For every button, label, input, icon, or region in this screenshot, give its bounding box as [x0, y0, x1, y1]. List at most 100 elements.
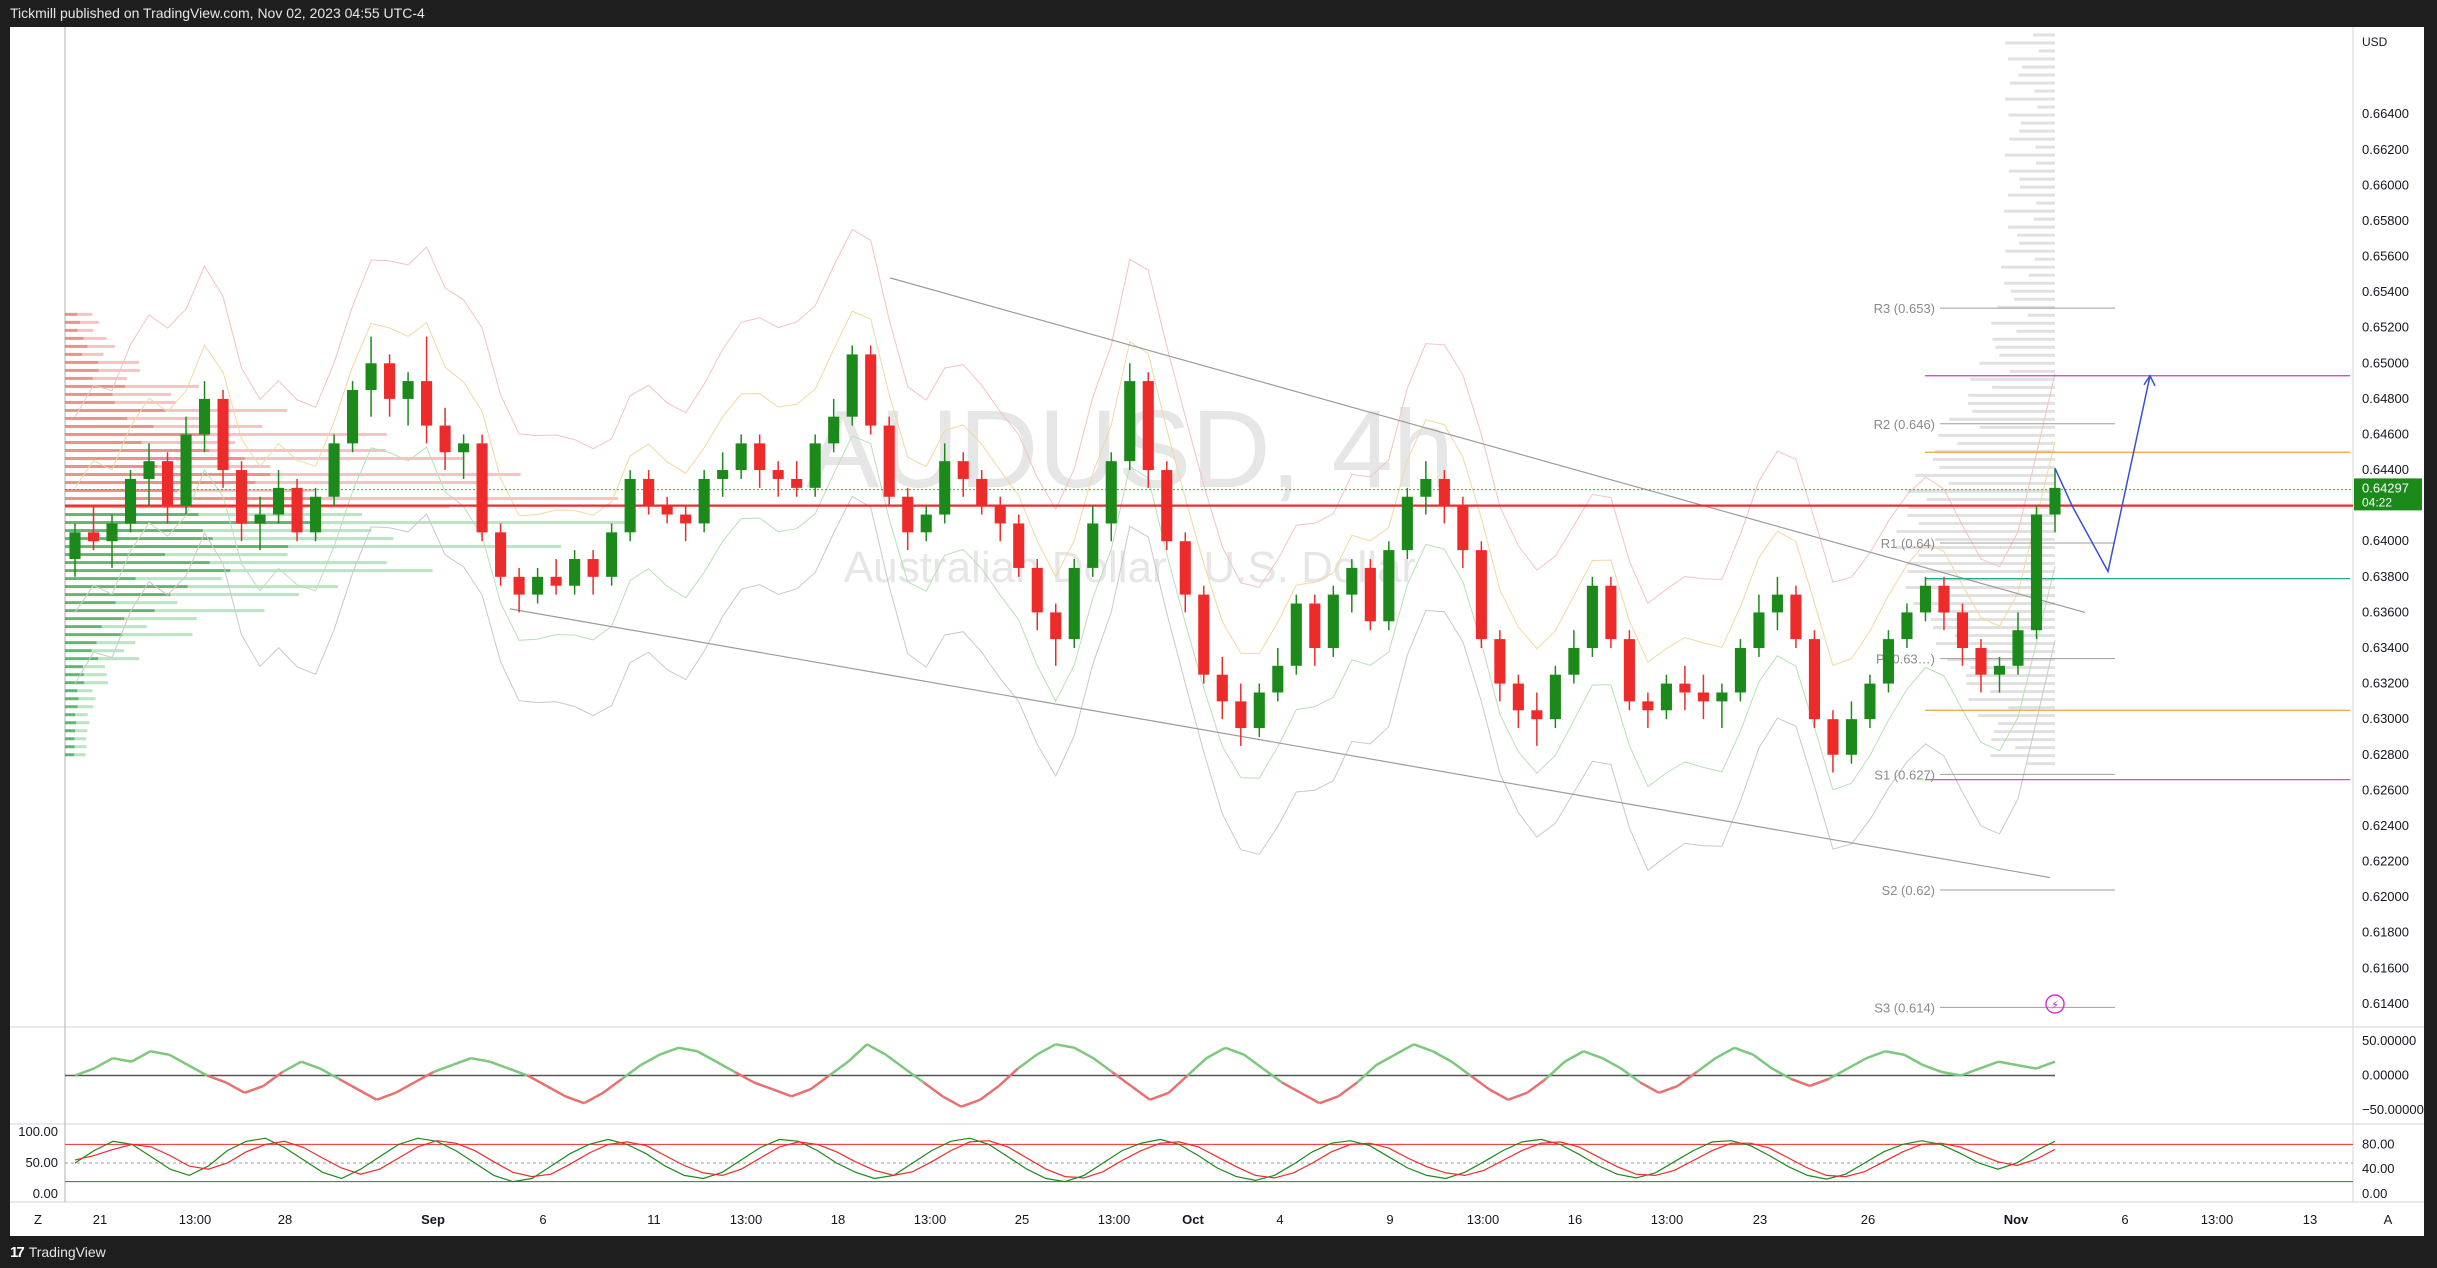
- profile-bar: [1979, 425, 2055, 429]
- profile-bar: [2037, 105, 2055, 109]
- candle-body: [1309, 603, 1321, 648]
- volume-profile-bar: [87, 344, 115, 348]
- osc1-segment: [1432, 1050, 1453, 1063]
- volume-profile-bar: [65, 456, 245, 460]
- profile-bar: [1972, 409, 2055, 413]
- osc1-segment: [1319, 1095, 1339, 1105]
- profile-bar: [1994, 730, 2055, 734]
- profile-bar: [1948, 481, 2055, 485]
- osc1-segment: [640, 1053, 661, 1067]
- candle-body: [1845, 719, 1857, 755]
- volume-profile-bar: [65, 320, 81, 324]
- osc1-segment: [715, 1060, 736, 1074]
- candle-body: [1438, 478, 1450, 506]
- osc2-right-tick: 0.00: [2362, 1186, 2387, 1201]
- osc1-segment: [564, 1095, 585, 1105]
- volume-profile-bar: [65, 633, 123, 637]
- candle-body: [791, 478, 803, 488]
- osc1-segment: [1186, 1057, 1208, 1077]
- candle-body: [2049, 487, 2061, 515]
- candle-body: [939, 461, 951, 515]
- profile-bar: [1966, 682, 2055, 686]
- osc1-segment: [621, 1064, 642, 1080]
- price-tick: 0.65600: [2362, 249, 2409, 264]
- osc1-segment: [413, 1070, 434, 1084]
- osc1-segment: [1450, 1060, 1472, 1077]
- profile-bar: [1937, 610, 2055, 614]
- osc1-segment: [659, 1046, 679, 1056]
- volume-profile-bar: [65, 448, 210, 452]
- candle-body: [198, 398, 211, 435]
- volume-profile-bar: [244, 456, 465, 460]
- candle-body: [476, 443, 488, 533]
- candle-body: [735, 443, 747, 471]
- osc1-segment: [1262, 1067, 1283, 1084]
- volume-profile-bar: [65, 432, 210, 436]
- candle-body: [624, 478, 636, 533]
- volume-profile-bar: [65, 465, 158, 469]
- profile-bar: [2019, 185, 2055, 189]
- last-price-badge: [2354, 478, 2422, 511]
- profile-bar: [2009, 369, 2055, 373]
- profile-bar: [1968, 401, 2055, 405]
- profile-bar: [1905, 585, 2055, 589]
- candle-body: [291, 487, 303, 533]
- osc1-segment: [979, 1084, 1000, 1101]
- pivot-label: S1 (0.627): [1874, 767, 1935, 782]
- volume-profile-bar: [83, 336, 107, 340]
- osc1-segment: [1017, 1053, 1038, 1070]
- osc1-segment: [1677, 1071, 1698, 1087]
- time-tick: 13:00: [914, 1212, 947, 1227]
- candle-body: [1697, 692, 1709, 702]
- candle-body: [87, 532, 100, 542]
- volume-profile-right: [1896, 33, 2055, 766]
- osc1-segment: [1941, 1070, 1961, 1077]
- osc2-left-tick: 100.00: [18, 1124, 58, 1139]
- osc1-segment: [1695, 1057, 1717, 1074]
- price-tick: 0.65000: [2362, 355, 2409, 370]
- osc1-segment: [508, 1067, 529, 1077]
- profile-bar: [2020, 121, 2055, 125]
- profile-bar: [1957, 441, 2055, 445]
- candle-body: [1346, 567, 1358, 595]
- profile-bar: [1970, 666, 2055, 670]
- osc2-right-tick: 40.00: [2362, 1161, 2395, 1176]
- osc1-segment: [338, 1077, 359, 1091]
- volume-profile-bar: [65, 737, 75, 741]
- volume-profile-bar: [77, 689, 93, 693]
- tradingview-logo[interactable]: 17 TradingView: [10, 1244, 106, 1261]
- volume-profile-bar: [65, 561, 210, 565]
- time-tick: 13:00: [730, 1212, 763, 1227]
- profile-bar: [2008, 193, 2055, 197]
- publish-header: Tickmill published on TradingView.com, N…: [0, 0, 2437, 27]
- candle-body: [809, 443, 821, 488]
- watermark-name: Australian Dollar / U.S. Dollar: [844, 543, 1416, 592]
- osc1-segment: [470, 1056, 491, 1063]
- osc1-segment: [394, 1081, 416, 1094]
- candle-body: [1642, 701, 1654, 711]
- time-tick: 25: [1015, 1212, 1029, 1227]
- candle-body: [1216, 674, 1228, 702]
- profile-bar: [1934, 537, 2055, 541]
- osc1-segment: [1639, 1081, 1660, 1094]
- osc1-segment: [1167, 1074, 1189, 1094]
- time-tick: 4: [1276, 1212, 1283, 1227]
- candle-body: [1253, 692, 1265, 729]
- osc1-segment: [112, 1056, 132, 1063]
- osc1-segment: [602, 1077, 623, 1094]
- candle-body: [1623, 639, 1635, 702]
- profile-bar: [2008, 225, 2055, 229]
- osc1-segment: [150, 1050, 170, 1056]
- candle-body: [754, 443, 766, 471]
- profile-bar: [1991, 738, 2055, 742]
- profile-bar: [1907, 569, 2055, 573]
- osc1-segment: [1111, 1071, 1132, 1087]
- profile-bar: [2007, 57, 2055, 61]
- candle-body: [717, 470, 729, 479]
- volume-profile-bar: [65, 352, 83, 356]
- osc1-segment: [960, 1098, 981, 1108]
- time-tick: 13:00: [1651, 1212, 1684, 1227]
- pivot-label: S3 (0.614): [1874, 1000, 1935, 1015]
- candle-body: [846, 354, 858, 417]
